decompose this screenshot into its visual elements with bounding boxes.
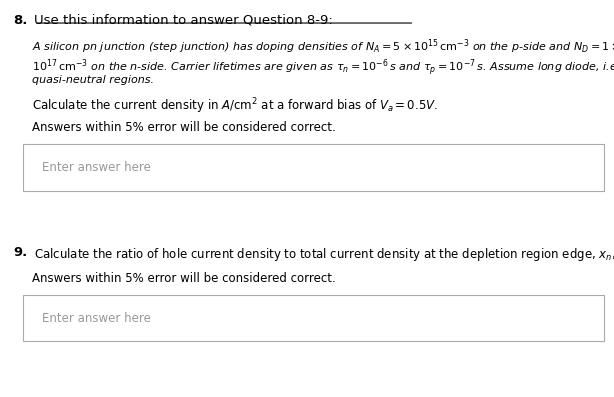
Text: Calculate the ratio of hole current density to total current density at the depl: Calculate the ratio of hole current dens… <box>34 246 614 263</box>
Text: Answers within 5% error will be considered correct.: Answers within 5% error will be consider… <box>32 272 336 285</box>
Text: Enter answer here: Enter answer here <box>42 161 150 174</box>
Text: A silicon pn junction (step junction) has doping densities of $N_A = 5 \times 10: A silicon pn junction (step junction) ha… <box>32 38 614 56</box>
FancyBboxPatch shape <box>23 295 604 341</box>
Text: 8.: 8. <box>14 14 28 27</box>
Text: Use this information to answer Question 8-9:: Use this information to answer Question … <box>34 14 333 27</box>
Text: Enter answer here: Enter answer here <box>42 312 150 325</box>
Text: quasi-neutral regions.: quasi-neutral regions. <box>32 75 154 85</box>
Text: $10^{17}\,\mathrm{cm}^{-3}$ on the n-side. Carrier lifetimes are given as $\tau_: $10^{17}\,\mathrm{cm}^{-3}$ on the n-sid… <box>32 57 614 78</box>
FancyBboxPatch shape <box>23 144 604 191</box>
Text: Calculate the current density in $A/\mathrm{cm}^2$ at a forward bias of $V_a = 0: Calculate the current density in $A/\mat… <box>32 96 438 116</box>
Text: Answers within 5% error will be considered correct.: Answers within 5% error will be consider… <box>32 121 336 134</box>
Text: 9.: 9. <box>14 246 28 259</box>
